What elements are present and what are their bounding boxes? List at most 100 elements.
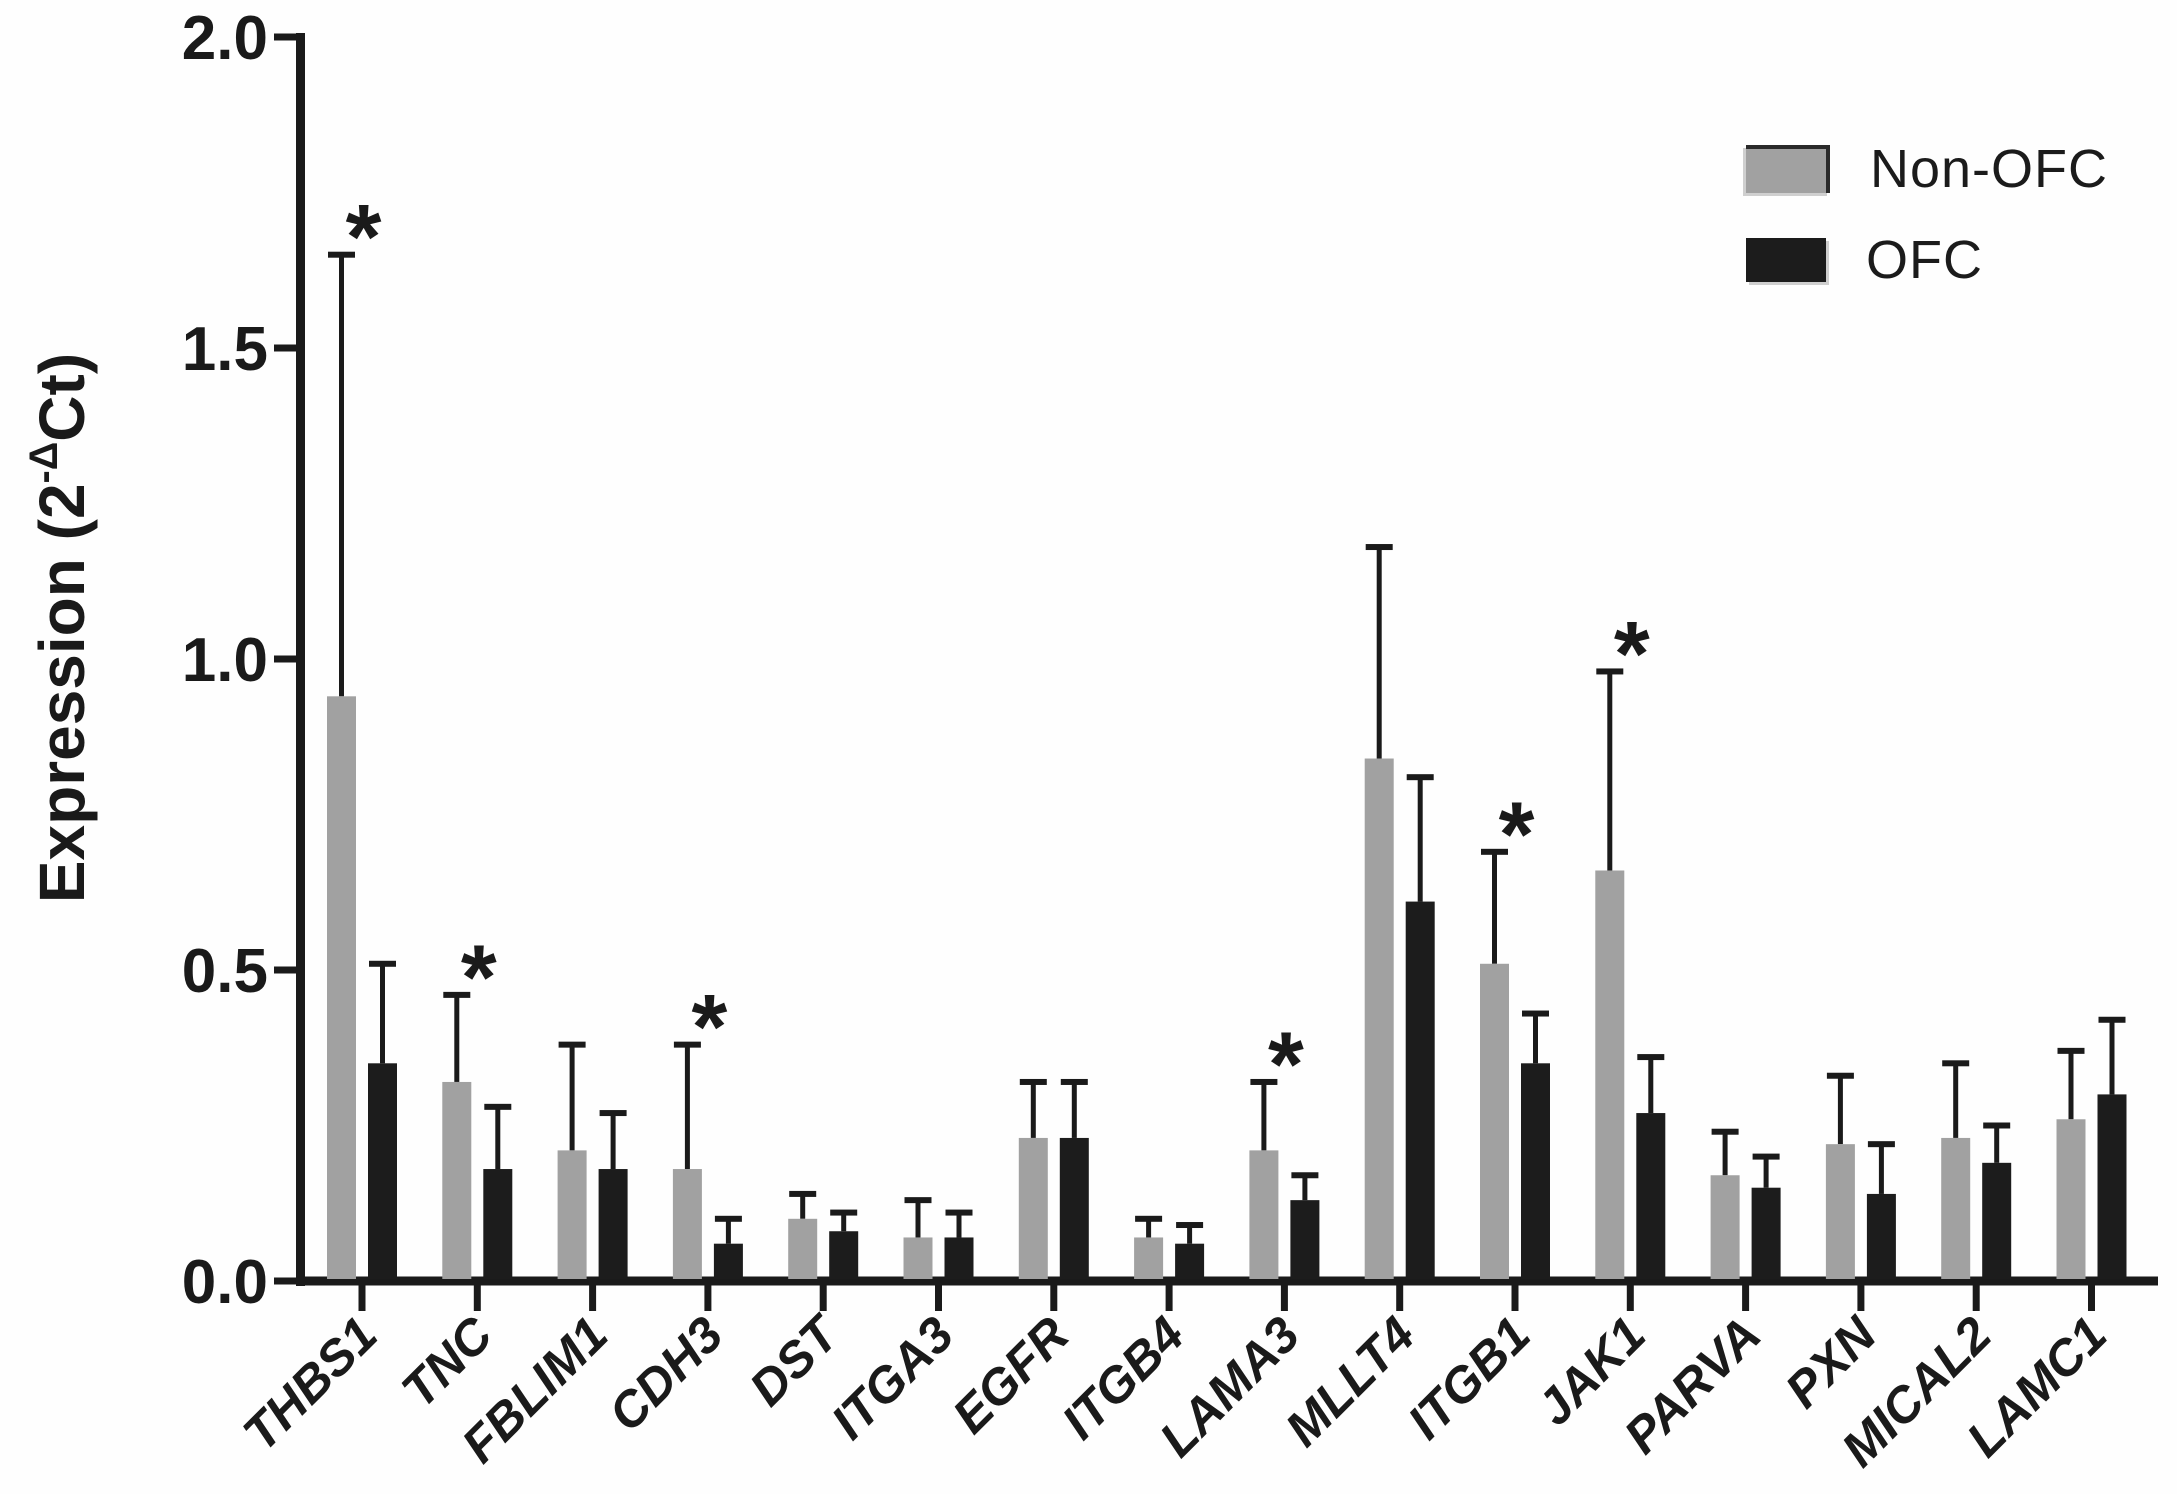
bar-OFC-JAK1	[1636, 1113, 1666, 1279]
x-tick-THBS1	[358, 1285, 366, 1311]
legend-swatch-ofc	[1746, 238, 1826, 282]
x-category-label-THBS1: THBS1	[232, 1306, 388, 1462]
error-cap-OFC-PXN	[1867, 1141, 1895, 1148]
bar-Non-OFC-EGFR	[1018, 1137, 1048, 1279]
bar-Non-OFC-CDH3	[672, 1169, 702, 1279]
significance-asterisk-TNC: *	[461, 927, 497, 1029]
bar-Non-OFC-JAK1	[1595, 870, 1625, 1279]
x-tick-MICAL2	[1972, 1285, 1980, 1311]
x-tick-ITGB4	[1165, 1285, 1173, 1311]
legend: Non-OFC OFC	[1746, 139, 2108, 329]
x-category-label-MLLT4: MLLT4	[1275, 1306, 1426, 1457]
error-bar-Non-OFC-PXN	[1837, 1075, 1843, 1145]
bar-OFC-EGFR	[1059, 1137, 1089, 1279]
error-cap-OFC-LAMA3	[1291, 1172, 1319, 1179]
legend-label-non-ofc: Non-OFC	[1870, 139, 2109, 199]
bar-OFC-LAMC1	[2097, 1094, 2127, 1279]
error-bar-Non-OFC-FBLIM1	[569, 1044, 575, 1151]
error-cap-Non-OFC-PXN	[1826, 1072, 1854, 1079]
y-tick-label-0.5: 0.5	[182, 937, 268, 1006]
significance-asterisk-THBS1: *	[346, 187, 382, 289]
error-bar-OFC-PXN	[1878, 1144, 1884, 1194]
error-cap-OFC-FBLIM1	[599, 1110, 627, 1117]
error-bar-OFC-ITGB4	[1187, 1225, 1193, 1244]
error-bar-OFC-MICAL2	[1994, 1125, 2000, 1163]
bar-Non-OFC-ITGA3	[903, 1237, 933, 1279]
error-bar-Non-OFC-ITGB1	[1492, 851, 1497, 964]
error-cap-OFC-ITGA3	[945, 1209, 973, 1216]
error-cap-Non-OFC-CDH3	[673, 1041, 701, 1048]
y-axis-title-prefix: Expression (2	[26, 483, 98, 904]
error-bar-OFC-EGFR	[1071, 1081, 1077, 1138]
error-cap-Non-OFC-LAMA3	[1250, 1078, 1278, 1085]
legend-label-ofc: OFC	[1866, 230, 1983, 290]
y-axis-line	[296, 33, 305, 1286]
legend-item-non-ofc: Non-OFC	[1746, 139, 2108, 199]
error-bar-OFC-MLLT4	[1417, 777, 1423, 902]
x-tick-LAMA3	[1280, 1285, 1288, 1311]
bar-Non-OFC-MLLT4	[1364, 758, 1394, 1279]
error-cap-Non-OFC-JAK1	[1596, 668, 1624, 675]
error-cap-Non-OFC-ITGA3	[904, 1197, 932, 1204]
error-cap-OFC-ITGB4	[1176, 1222, 1204, 1229]
y-tick-label-2.0: 2.0	[182, 4, 268, 73]
bar-Non-OFC-DST	[788, 1218, 818, 1279]
bar-Non-OFC-PXN	[1825, 1144, 1855, 1279]
error-bar-Non-OFC-TNC	[454, 994, 460, 1082]
error-cap-Non-OFC-DST	[789, 1190, 817, 1197]
x-category-label-EGFR: EGFR	[942, 1306, 1080, 1444]
bar-OFC-PARVA	[1751, 1187, 1781, 1279]
error-cap-Non-OFC-ITGB1	[1481, 848, 1508, 855]
significance-asterisk-LAMA3: *	[1268, 1014, 1304, 1116]
x-tick-TNC	[473, 1285, 481, 1311]
bar-Non-OFC-LAMA3	[1249, 1150, 1279, 1279]
y-tick-1.5	[274, 344, 297, 352]
error-cap-OFC-MICAL2	[1983, 1122, 2011, 1129]
error-bar-Non-OFC-DST	[800, 1193, 806, 1219]
error-cap-Non-OFC-MLLT4	[1365, 544, 1393, 551]
error-bar-Non-OFC-THBS1	[339, 254, 344, 697]
x-category-label-ITGB1: ITGB1	[1397, 1306, 1541, 1450]
error-bar-Non-OFC-CDH3	[684, 1044, 690, 1170]
error-bar-OFC-THBS1	[380, 963, 385, 1064]
y-tick-0.5	[274, 966, 297, 974]
x-tick-LAMC1	[2088, 1285, 2095, 1311]
x-tick-ITGB1	[1511, 1285, 1519, 1311]
bar-Non-OFC-ITGB4	[1134, 1237, 1164, 1279]
error-cap-OFC-TNC	[484, 1103, 512, 1110]
error-bar-OFC-CDH3	[725, 1218, 731, 1244]
error-cap-OFC-THBS1	[369, 960, 396, 967]
legend-item-ofc: OFC	[1746, 230, 2108, 290]
y-tick-1.0	[274, 655, 297, 663]
y-tick-2.0	[274, 33, 297, 41]
bar-OFC-ITGB1	[1521, 1063, 1550, 1279]
significance-asterisk-ITGB1: *	[1499, 784, 1535, 886]
bar-OFC-ITGB4	[1175, 1243, 1205, 1279]
x-tick-PARVA	[1742, 1285, 1750, 1311]
significance-asterisk-JAK1: *	[1614, 603, 1650, 705]
bar-OFC-MICAL2	[1982, 1162, 2012, 1279]
y-tick-label-1.0: 1.0	[182, 626, 268, 695]
bar-Non-OFC-FBLIM1	[557, 1150, 587, 1279]
bar-OFC-LAMA3	[1290, 1200, 1320, 1279]
x-axis-line	[296, 1276, 2158, 1286]
error-cap-Non-OFC-PARVA	[1711, 1128, 1739, 1135]
error-bar-Non-OFC-MLLT4	[1376, 547, 1382, 759]
error-cap-Non-OFC-TNC	[443, 991, 471, 998]
error-cap-OFC-LAMC1	[2098, 1016, 2126, 1023]
error-bar-OFC-ITGA3	[956, 1212, 962, 1238]
bar-OFC-CDH3	[713, 1243, 743, 1279]
error-cap-OFC-EGFR	[1060, 1078, 1088, 1085]
error-bar-OFC-JAK1	[1648, 1057, 1654, 1114]
bar-OFC-PXN	[1866, 1193, 1896, 1279]
y-axis-title-suffix: Ct)	[26, 352, 98, 442]
error-cap-Non-OFC-ITGB4	[1135, 1215, 1163, 1222]
error-cap-OFC-MLLT4	[1406, 774, 1434, 781]
error-bar-Non-OFC-MICAL2	[1953, 1063, 1959, 1138]
error-bar-OFC-LAMC1	[2109, 1019, 2115, 1095]
bar-Non-OFC-TNC	[442, 1081, 472, 1279]
x-tick-ITGA3	[935, 1285, 942, 1311]
bar-Non-OFC-ITGB1	[1480, 963, 1509, 1279]
